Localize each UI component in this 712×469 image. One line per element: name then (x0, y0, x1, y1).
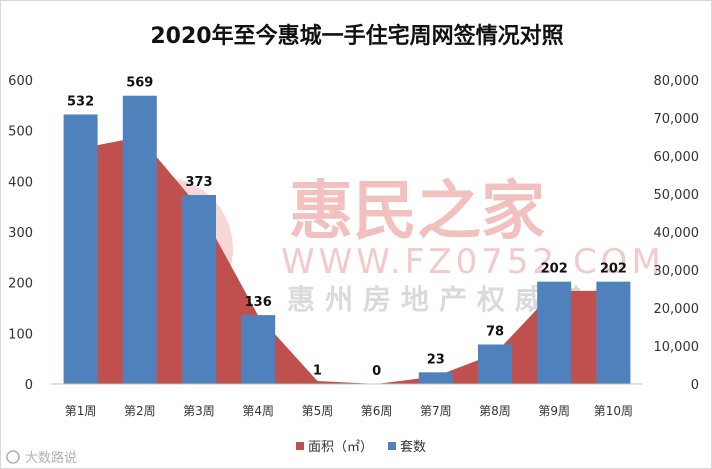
y-right-tick: 10,000 (654, 340, 700, 355)
x-category-label: 第9周 (538, 404, 570, 418)
bar (418, 372, 453, 384)
bar-data-label: 136 (245, 295, 272, 310)
corner-mark-text: 大数路说 (25, 450, 77, 466)
y-left-tick: 500 (8, 125, 33, 140)
y-left-tick: 300 (8, 226, 33, 241)
x-category-label: 第10周 (594, 404, 633, 418)
y-right-tick: 0 (691, 378, 699, 393)
bar-data-label: 23 (427, 352, 445, 367)
right-axis-ticks: 0 10,000 20,000 30,000 40,000 50,000 60,000 70,… (654, 74, 700, 393)
bar-data-label: 202 (600, 262, 627, 277)
y-left-tick: 200 (8, 277, 33, 292)
legend-label-area: 面积（㎡） (308, 440, 373, 455)
bar-data-labels: 532 569 373 136 1 0 23 78 202 202 (67, 76, 627, 379)
bar-data-label: 78 (486, 324, 504, 339)
corner-mark-icon (6, 450, 20, 464)
x-category-label: 第1周 (65, 404, 97, 418)
y-left-tick: 0 (25, 378, 33, 393)
bar-data-label: 0 (372, 364, 381, 379)
chart-title: 2020年至今惠城一手住宅周网签情况对照 (150, 23, 563, 49)
bar (596, 281, 631, 384)
bar (478, 344, 512, 384)
x-category-label: 第5周 (302, 404, 334, 418)
watermark-brand: 惠民之家 (289, 175, 545, 249)
x-category-label: 第8周 (479, 404, 511, 418)
y-right-tick: 60,000 (654, 150, 700, 165)
x-category-label: 第2周 (124, 404, 156, 418)
y-right-tick: 80,000 (654, 74, 700, 89)
y-left-tick: 400 (8, 175, 33, 190)
watermark-url: WWW.FZ0752.COM (281, 242, 665, 282)
legend-label-bar: 套数 (400, 439, 426, 455)
bar-data-label: 202 (541, 262, 568, 277)
bar (182, 195, 216, 384)
legend: 面积（㎡） 套数 (296, 439, 426, 455)
bar-series-layer (63, 95, 631, 384)
y-right-tick: 30,000 (654, 264, 700, 279)
category-labels: 第1周 第2周 第3周 第4周 第5周 第6周 第7周 第8周 第9周 第10周 (65, 404, 633, 418)
bar (122, 95, 157, 384)
x-category-label: 第4周 (242, 404, 274, 418)
y-right-tick: 40,000 (654, 226, 700, 241)
x-category-label: 第3周 (183, 404, 215, 418)
legend-swatch-area (296, 442, 304, 450)
bar-data-label: 1 (313, 363, 322, 378)
left-axis-ticks: 0 100 200 300 400 500 600 (8, 74, 33, 393)
y-right-tick: 20,000 (654, 302, 700, 317)
bar-data-label: 373 (185, 175, 212, 190)
y-right-tick: 70,000 (654, 112, 700, 127)
x-category-label: 第6周 (361, 404, 393, 418)
bar (241, 315, 276, 384)
bar-data-label: 532 (67, 94, 94, 109)
y-left-tick: 100 (8, 327, 33, 342)
legend-swatch-bar (388, 442, 396, 450)
y-left-tick: 600 (8, 74, 33, 89)
y-right-tick: 50,000 (654, 188, 700, 203)
x-category-label: 第7周 (420, 404, 452, 418)
bar (63, 114, 98, 384)
bar-data-label: 569 (126, 76, 153, 91)
corner-mark: 大数路说 (6, 450, 77, 466)
bar (537, 281, 572, 384)
